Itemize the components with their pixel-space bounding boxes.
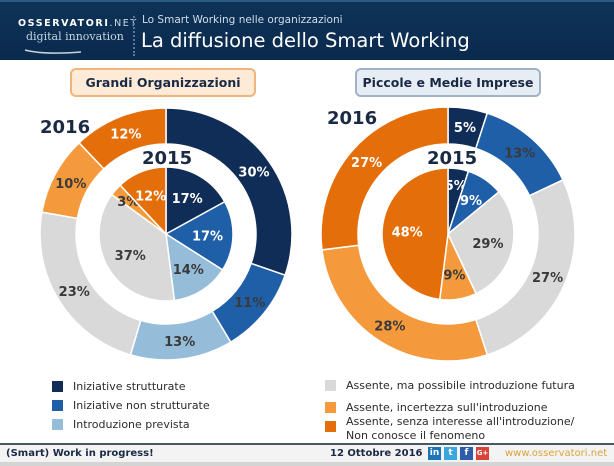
legend-text-line1: Assente, senza interesse all'introduzion…: [346, 415, 575, 428]
chart-title-grandi-organizzazioni: Grandi Organizzazioni: [70, 68, 256, 97]
slice-label-0-2016-0: 30%: [238, 165, 269, 180]
year-label-2015-left: 2015: [142, 148, 193, 169]
legend-item-assente-incertezza: Assente, incertezza sull'introduzione: [325, 401, 547, 415]
slice-label-0-2015-2: 14%: [173, 263, 204, 278]
slice-0-2015-2: [165, 232, 224, 302]
slice-label-0-2016-2: 13%: [164, 335, 195, 350]
slice-1-2015-5: [381, 167, 449, 301]
googleplus-icon[interactable]: G+: [476, 447, 489, 460]
slice-0-2015-1: [164, 200, 234, 271]
legend-item-assente-possibile: Assente, ma possibile introduzione futur…: [325, 379, 575, 393]
slice-label-0-2016-1: 11%: [234, 296, 265, 311]
osservatori-logo[interactable]: OSSERVATORI.NET digital innovation: [18, 18, 140, 58]
slice-0-2015-3: [98, 193, 176, 302]
legend-text-line2: Non conosce il fenomeno: [346, 429, 486, 442]
header-divider: [133, 16, 135, 56]
slice-label-1-2015-4: 9%: [443, 268, 465, 283]
legend-swatch: [325, 421, 336, 432]
slice-label-1-2016-5: 27%: [351, 156, 382, 171]
legend-swatch: [52, 419, 63, 430]
year-label-2016-left: 2016: [40, 117, 91, 138]
slice-label-0-2016-5: 12%: [110, 128, 141, 143]
slice-label-1-2016-4: 28%: [374, 320, 405, 335]
legend-item-assente-senza-interesse: Assente, senza interesse all'introduzion…: [325, 415, 574, 443]
header-banner: OSSERVATORI.NET digital innovation Lo Sm…: [0, 0, 614, 60]
legend-item-iniziative-non-strutturate: Iniziative non strutturate: [52, 399, 210, 413]
logo-wordmark: OSSERVATORI: [18, 18, 110, 29]
slice-0-2015-5: [119, 166, 167, 236]
footer-divider: [0, 443, 614, 445]
footer-date: 12 Ottobre 2016: [330, 448, 423, 459]
footer-url-link[interactable]: www.osservatori.net: [505, 448, 608, 459]
slice-1-2016-5: [320, 106, 449, 251]
slice-label-1-2016-1: 13%: [504, 147, 535, 162]
slice-label-1-2015-3: 29%: [472, 237, 503, 252]
footer-tagline: (Smart) Work in progress!: [6, 448, 154, 459]
legend-item-iniziative-strutturate: Iniziative strutturate: [52, 380, 185, 394]
logo-net: .NET: [109, 18, 138, 29]
slice-label-1-2016-3: 27%: [532, 271, 563, 286]
slice-0-2015-0: [165, 166, 226, 236]
legend-swatch: [52, 400, 63, 411]
legend-swatch: [52, 381, 63, 392]
slice-label-1-2015-5: 48%: [392, 225, 423, 240]
twitter-icon[interactable]: t: [444, 447, 457, 460]
legend-swatch: [325, 380, 336, 391]
year-label-2015-right: 2015: [427, 148, 478, 169]
legend-swatch: [325, 402, 336, 413]
slice-label-1-2015-0: 5%: [445, 179, 467, 194]
logo-tagline: digital innovation: [26, 30, 124, 43]
slice-label-0-2015-1: 17%: [192, 229, 223, 244]
header-subtitle: Lo Smart Working nelle organizzazioni: [142, 14, 343, 26]
slice-label-0-2016-4: 10%: [55, 177, 86, 192]
slice-label-0-2016-3: 23%: [59, 285, 90, 300]
legend-item-introduzione-prevista: Introduzione prevista: [52, 418, 190, 432]
year-label-2016-right: 2016: [327, 108, 378, 129]
chart-title-pmi: Piccole e Medie Imprese: [355, 68, 541, 97]
page-title: La diffusione dello Smart Working: [141, 29, 470, 52]
logo-swoosh-icon: [24, 49, 82, 54]
slice-label-1-2016-0: 5%: [454, 121, 476, 136]
slice-0-2016-5: [77, 107, 167, 170]
slice-label-1-2015-1: 9%: [460, 194, 482, 209]
slice-label-0-2015-3: 37%: [115, 249, 146, 264]
footer: (Smart) Work in progress! 12 Ottobre 201…: [0, 445, 614, 466]
linkedin-icon[interactable]: in: [428, 447, 441, 460]
facebook-icon[interactable]: f: [460, 447, 473, 460]
slice-label-0-2015-5: 12%: [135, 189, 166, 204]
slice-label-0-2015-0: 17%: [172, 192, 203, 207]
